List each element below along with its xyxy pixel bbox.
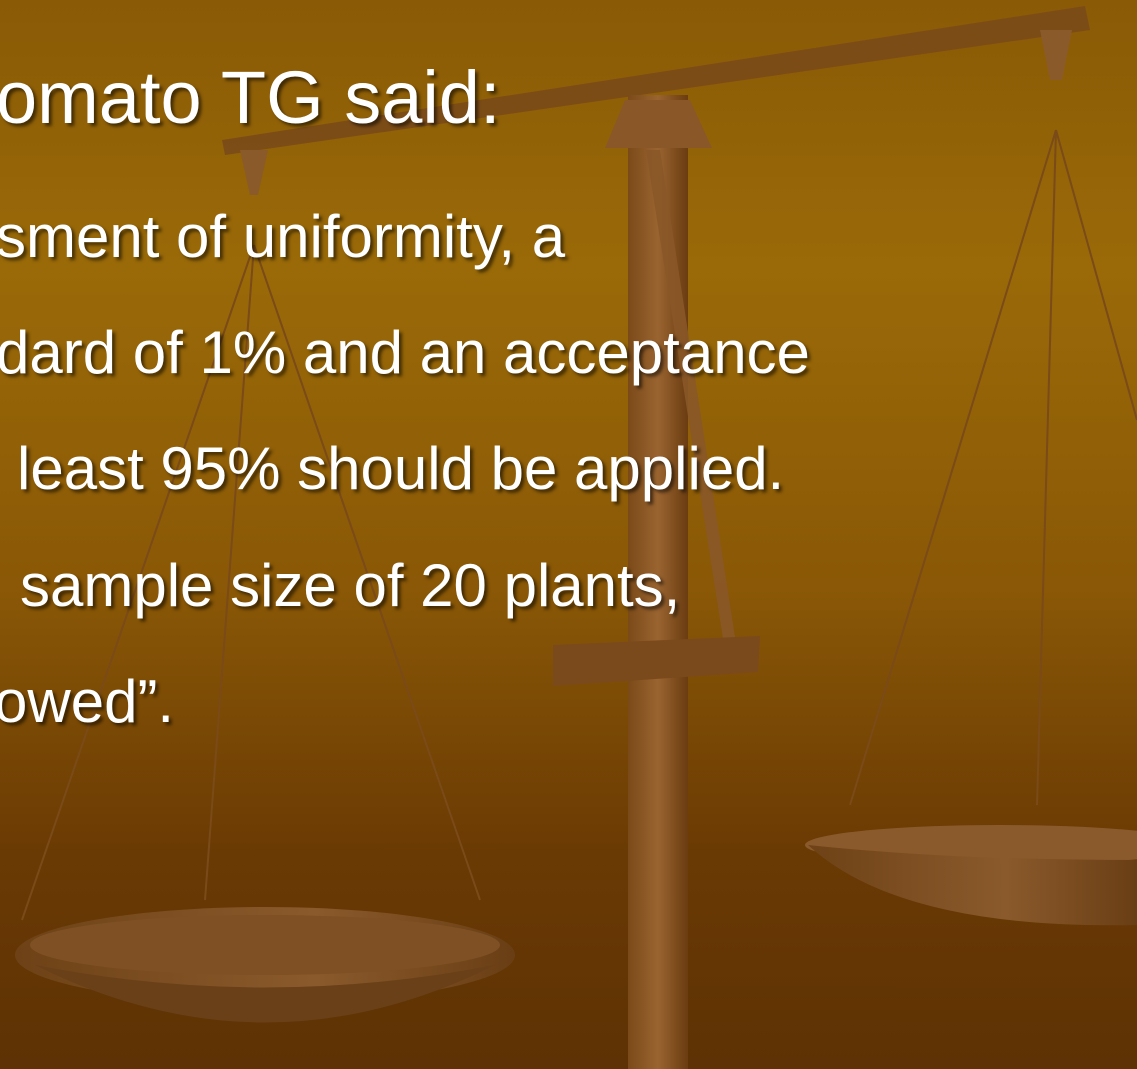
body-line: sment of uniformity, a bbox=[0, 202, 565, 271]
body-line: owed”. bbox=[0, 667, 174, 736]
body-line: sample size of 20 plants, bbox=[20, 551, 680, 620]
body-line: dard of 1% and an acceptance bbox=[0, 318, 810, 387]
slide-title: omato TG said: bbox=[0, 55, 501, 140]
body-line: least 95% should be applied. bbox=[17, 434, 784, 503]
slide: omato TG said: sment of uniformity, a da… bbox=[0, 0, 1137, 1069]
scale-illustration bbox=[0, 0, 1137, 1069]
